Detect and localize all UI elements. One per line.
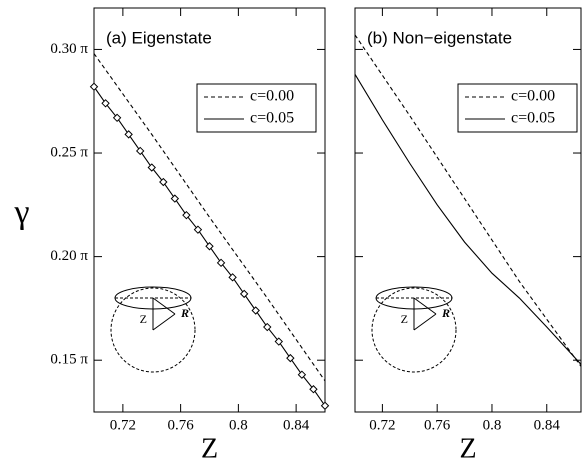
inset-r-label: R	[441, 306, 450, 320]
legend-box	[196, 83, 317, 133]
marker	[228, 273, 237, 282]
marker	[216, 258, 226, 268]
marker	[101, 99, 110, 108]
series-line	[94, 53, 325, 382]
x-tick-label: 0.8	[229, 417, 248, 433]
x-tick-label: 0.8	[483, 417, 502, 433]
marker	[182, 210, 191, 220]
series-line	[355, 34, 581, 367]
x-axis-label: Z	[459, 433, 476, 464]
inset-sphere	[371, 287, 457, 373]
x-axis-label: Z	[201, 433, 218, 464]
legend-label: c=0.05	[250, 110, 294, 127]
marker	[112, 113, 122, 123]
y-tick-label: 0.25 π	[50, 144, 88, 160]
marker	[309, 385, 318, 394]
marker	[297, 370, 307, 379]
plot-frame	[354, 7, 582, 413]
legend-label: c=0.00	[250, 88, 294, 105]
marker	[205, 242, 214, 251]
marker	[135, 146, 145, 156]
inset-r-label: R	[180, 306, 189, 320]
marker	[251, 306, 260, 315]
inset-orbit	[114, 286, 192, 299]
marker	[89, 82, 99, 91]
y-tick-label: 0.30 π	[50, 41, 88, 57]
inset-orbit	[375, 286, 453, 299]
marker	[320, 401, 330, 410]
marker	[124, 130, 133, 139]
inset-sphere	[110, 287, 196, 373]
x-tick-label: 0.84	[283, 417, 310, 433]
marker	[286, 353, 295, 363]
marker	[239, 289, 249, 299]
y-tick-label: 0.20 π	[50, 248, 88, 264]
x-tick-label: 0.76	[424, 417, 451, 433]
legend-box	[457, 83, 578, 133]
inset-z-label: Z	[401, 312, 408, 326]
marker	[147, 163, 156, 172]
panel-title: (a) Eigenstate	[106, 28, 212, 47]
x-tick-label: 0.76	[168, 417, 195, 433]
x-tick-label: 0.72	[110, 417, 136, 433]
inset-r	[413, 297, 437, 331]
inset-r	[152, 297, 176, 331]
series-line	[355, 74, 581, 365]
x-tick-label: 0.72	[369, 417, 395, 433]
y-axis-label: γ	[13, 194, 29, 231]
marker	[170, 194, 180, 203]
y-tick-label: 0.15 π	[50, 352, 88, 368]
panel-title: (b) Non−eigenstate	[367, 28, 512, 47]
plot-frame	[93, 7, 326, 413]
x-tick-label: 0.84	[534, 417, 561, 433]
legend-label: c=0.00	[511, 88, 555, 105]
marker	[193, 225, 203, 234]
marker	[274, 337, 284, 346]
marker	[159, 177, 168, 187]
marker	[263, 322, 272, 332]
inset-z-label: Z	[140, 312, 147, 326]
legend-label: c=0.05	[511, 110, 555, 127]
